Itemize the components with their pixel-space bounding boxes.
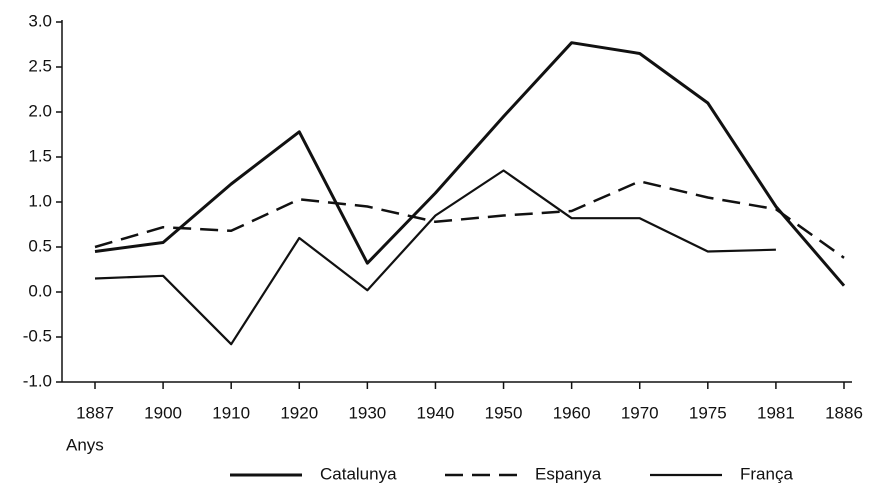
y-tick-label: 3.0 [28,11,52,30]
x-axis-label: Anys [66,435,104,454]
x-tick-label: 1900 [144,403,182,422]
x-tick-label: 1975 [689,403,727,422]
x-tick-label: 1960 [553,403,591,422]
series-line [94,180,845,259]
legend-label: Espanya [535,464,602,483]
legend-label: França [740,464,793,483]
x-tick-label: 1887 [76,403,114,422]
x-tick-label: 1950 [485,403,523,422]
x-tick-label: 1886 [825,403,863,422]
series-line [94,41,846,287]
y-tick-label: 0.5 [28,236,52,255]
series-line [94,169,776,346]
y-tick-label: 1.0 [28,191,52,210]
y-tick-label: 0.0 [28,281,52,300]
x-tick-label: 1920 [280,403,318,422]
y-tick-label: -1.0 [23,371,52,390]
y-tick-label: -0.5 [23,326,52,345]
x-tick-label: 1910 [212,403,250,422]
x-tick-label: 1981 [757,403,795,422]
x-tick-label: 1940 [417,403,455,422]
y-tick-label: 2.0 [28,101,52,120]
x-tick-label: 1970 [621,403,659,422]
y-tick-label: 2.5 [28,56,52,75]
x-tick-label: 1930 [348,403,386,422]
legend-label: Catalunya [320,464,397,483]
y-tick-label: 1.5 [28,146,52,165]
